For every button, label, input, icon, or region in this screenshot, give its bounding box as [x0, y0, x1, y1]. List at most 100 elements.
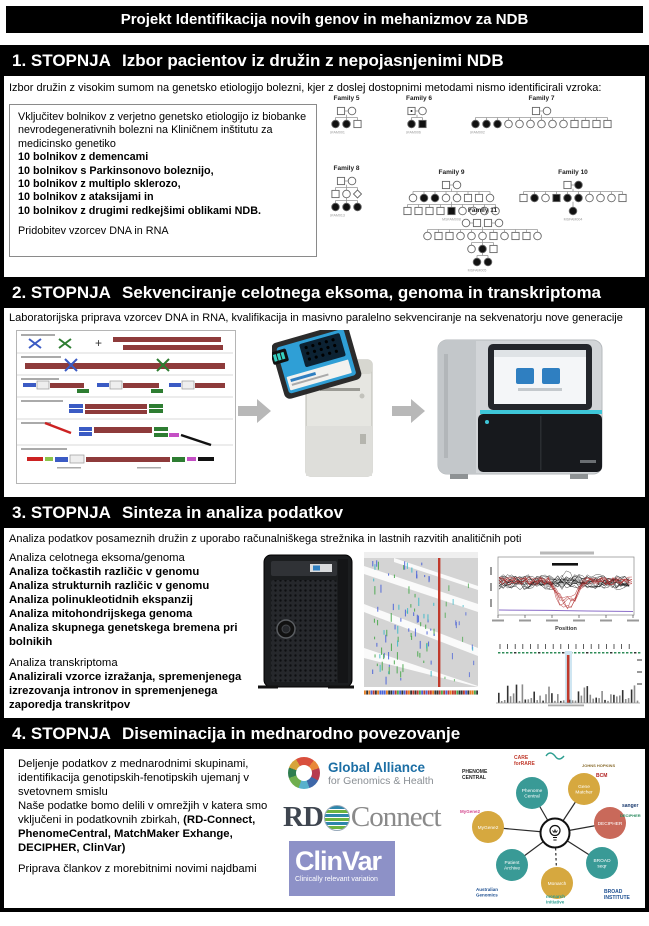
expression-plot [496, 644, 642, 707]
section-1-number: 1. STOPNJA [12, 50, 111, 70]
text-line: Analizirali vzorce izražanja, spremenjen… [9, 671, 242, 711]
svg-text:MSFAM013: MSFAM013 [330, 214, 345, 218]
family-name: Family 6 [406, 95, 433, 102]
svg-text:MSFAM005: MSFAM005 [468, 269, 487, 273]
bioanalyzer-image [272, 330, 373, 477]
ga4gh-tagline: for Genomics & Health [328, 774, 434, 787]
pedigree-panel: Family 5 MSFAM001 Family 6 MSFAM006 Family 7… [322, 93, 648, 277]
clinvar-name: ClinVar [295, 846, 382, 876]
section-3-title: Sinteza in analiza podatkov [122, 502, 344, 522]
svg-text:MSFAM002: MSFAM002 [470, 131, 485, 135]
section-2-intro: Laboratorijska priprava vzorcev DNA in R… [9, 312, 623, 324]
section-3-intro: Analiza podatkov posameznih družin z upo… [9, 533, 522, 545]
ga4gh-icon [288, 757, 320, 789]
page-title: Projekt Identifikacija novih genov in me… [6, 6, 643, 33]
ga4gh-logo: Global Alliance for Genomics & Health [288, 757, 434, 789]
pedigree-family: Family 6 MSFAM006 [406, 95, 433, 141]
svg-text:sanger: sanger [622, 803, 638, 809]
sequencer-image [437, 339, 603, 479]
text-line [18, 218, 308, 225]
section-2-header: 2. STOPNJA Sekvenciranje celotnega eksom… [0, 277, 649, 308]
clinvar-tagline: Clinically relevant variation [295, 876, 378, 883]
flow-arrow-icon [238, 399, 271, 423]
text-line [18, 855, 282, 862]
svg-text:Monarch: Monarch [548, 881, 567, 887]
pedigree-family: Family 10 MSFAM004 [518, 169, 628, 228]
rdconnect-rd: RD [283, 801, 324, 833]
family-name: Family 7 [528, 95, 555, 102]
svg-text:MSFAM001: MSFAM001 [330, 131, 345, 135]
family-name: Family 5 [333, 95, 360, 102]
section-1-title: Izbor pacientov iz družin z nepojasnjeni… [122, 50, 504, 70]
svg-text:DECIPHER: DECIPHER [598, 821, 623, 827]
family-name: Family 8 [333, 165, 360, 172]
text-line: Analiza točkastih različic v genomu [9, 566, 200, 578]
family-name: Family 10 [558, 169, 588, 176]
rdconnect-connect: Connect [350, 801, 442, 833]
pedigree-family: Family 5 MSFAM001 [330, 95, 363, 141]
text-line: 10 bolnikov z demencami [18, 151, 149, 164]
svg-text:MSFAM006: MSFAM006 [406, 131, 421, 135]
library-prep-diagram: + [16, 330, 236, 484]
rdconnect-logo: RD Connect [283, 801, 442, 834]
igv-screenshot [364, 552, 478, 695]
text-line [9, 649, 257, 656]
svg-text:MyGene2: MyGene2 [460, 809, 481, 814]
text-line: Analiza transkriptoma [9, 657, 118, 669]
section-2-title: Sekvenciranje celotnega eksoma, genoma i… [122, 282, 602, 302]
svg-text:MSFAM004: MSFAM004 [564, 218, 583, 222]
pedigree-family: Family 7 MSFAM002 [470, 95, 613, 141]
server-image [258, 554, 354, 689]
section-4-header: 4. STOPNJA Diseminacija in mednarodno po… [0, 718, 649, 749]
network-node-decipher: DECIPHER [594, 807, 626, 839]
text-line: 10 bolnikov z multiplo sklerozo, [18, 177, 181, 190]
ga4gh-name: Global Alliance [328, 759, 426, 775]
family-name: Family 11 [467, 207, 498, 214]
clinvar-logo: ClinVar Clinically relevant variation [289, 841, 395, 896]
text-line: Analiza skupnega genetskega bremena pri … [9, 622, 238, 648]
network-node-mygene2: MyGene2 [472, 811, 504, 843]
text-line: Analiza strukturnih različic v genomu [9, 580, 210, 592]
section-1-header: 1. STOPNJA Izbor pacientov iz družin z n… [0, 45, 649, 76]
pedigree-family: Family 9 MSFAM008 [402, 169, 501, 228]
family-name: Family 9 [438, 169, 465, 176]
text-line: Vključitev bolnikov z verjetno genetsko … [18, 111, 307, 150]
text-line: Analiza mitohondrijskega genoma [9, 608, 193, 620]
text-line: 10 bolnikov z ataksijami in [18, 191, 154, 204]
text-line: 10 bolnikov z drugimi redkejšimi oblikam… [18, 204, 261, 217]
inclusion-criteria-box: Vključitev bolnikov z verjetno genetsko … [9, 104, 317, 257]
cmg-dna-icon [545, 752, 565, 760]
section-4-title: Diseminacija in mednarodno povezovanje [122, 723, 461, 743]
network-node-monarch: Monarch [541, 867, 573, 899]
svg-text:PhenomeCentral: Phenome Central [522, 788, 543, 800]
svg-text:+: + [95, 336, 102, 350]
svg-text:MyGene2: MyGene2 [478, 825, 499, 831]
plot-xlabel: Position [555, 626, 577, 632]
rdconnect-globe-icon [323, 804, 350, 831]
text-line: Priprava člankov z morebitnimi novimi na… [18, 863, 257, 875]
flow-arrow-icon [392, 399, 425, 423]
network-node-phenome-central: Phenome Central [516, 777, 548, 809]
pedigree-family: Family 8 MSFAM013 [330, 165, 363, 224]
svg-text:JOHNS HOPKINS: JOHNS HOPKINS [582, 763, 615, 768]
network-node-patient-archive: Patient Archive [496, 849, 528, 881]
section-4-number: 4. STOPNJA [12, 723, 111, 743]
section-2-number: 2. STOPNJA [12, 282, 111, 302]
text-line: Analiza celotnega eksoma/genoma [9, 552, 185, 564]
svg-text:DECIPHER: DECIPHER [620, 813, 641, 818]
matchmaker-network-diagram: Phenome Central Gene Matcher DECIPHER BROAD se… [460, 752, 641, 905]
analysis-list: Analiza celotnega eksoma/genoma Analiza t… [9, 551, 257, 712]
coverage-plot: Position [490, 551, 639, 632]
text-line: Naše podatke bomo delili v omrežjih v ka… [18, 800, 268, 854]
svg-text:MSFAM008: MSFAM008 [442, 218, 461, 222]
text-line: Deljenje podatkov z mednarodnimi skupina… [18, 758, 250, 798]
pedigree-family: Family 11 MSFAM005 [422, 207, 543, 279]
text-line: Pridobitev vzorcev DNA in RNA [18, 224, 169, 237]
